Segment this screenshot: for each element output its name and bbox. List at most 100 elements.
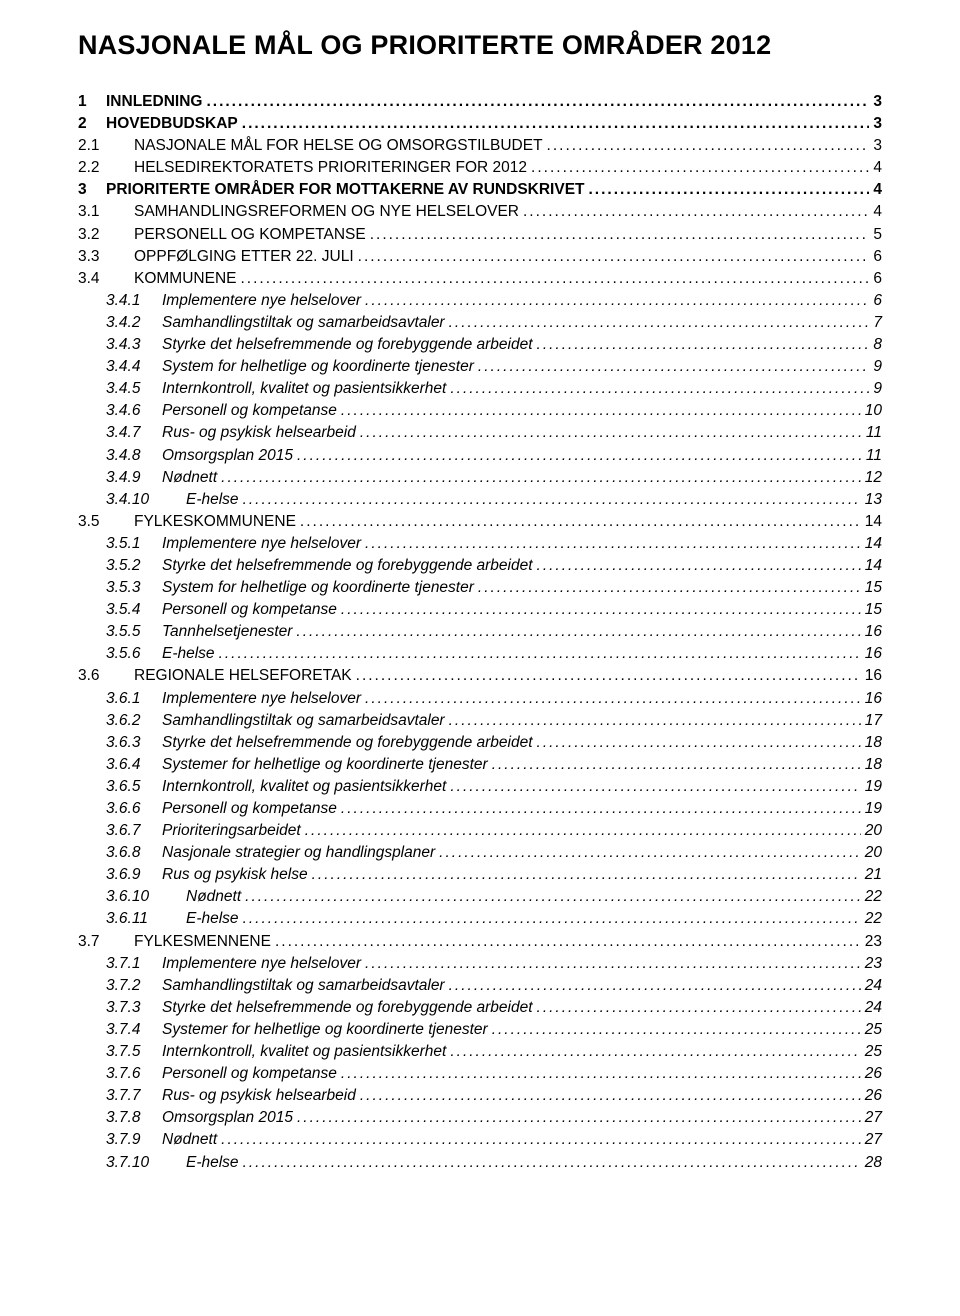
toc-entry[interactable]: 3.6.2Samhandlingstiltak og samarbeidsavt…: [78, 710, 882, 732]
toc-entry[interactable]: 3.5.5Tannhelsetjenester 16: [78, 621, 882, 643]
toc-entry[interactable]: 3.7.1Implementere nye helselover 23: [78, 953, 882, 975]
toc-entry[interactable]: 3.6.11E-helse 22: [78, 908, 882, 930]
toc-entry-page: 24: [865, 975, 882, 997]
toc-entry-number: 3.7.6: [106, 1063, 162, 1085]
toc-entry-number: 3.6.6: [106, 798, 162, 820]
toc-entry-number: 1: [78, 91, 106, 113]
toc-entry[interactable]: 3.4.4System for helhetlige og koordinert…: [78, 356, 882, 378]
toc-leader-dots: [370, 224, 870, 246]
toc-entry-number: 3.7.4: [106, 1019, 162, 1041]
toc-entry[interactable]: 3.4.10E-helse 13: [78, 489, 882, 511]
toc-entry[interactable]: 3.7.6Personell og kompetanse 26: [78, 1063, 882, 1085]
toc-entry-label: Omsorgsplan 2015: [162, 445, 293, 467]
toc-entry-label: Nødnett: [162, 1129, 217, 1151]
toc-entry-label: Internkontroll, kvalitet og pasientsikke…: [162, 1041, 446, 1063]
toc-entry[interactable]: 3.5.3System for helhetlige og koordinert…: [78, 577, 882, 599]
toc-entry-label: Implementere nye helselover: [162, 953, 361, 975]
toc-entry-number: 3.6: [78, 665, 134, 687]
toc-entry[interactable]: 3.3OPPFØLGING ETTER 22. JULI 6: [78, 246, 882, 268]
toc-entry[interactable]: 3.4.2Samhandlingstiltak og samarbeidsavt…: [78, 312, 882, 334]
toc-entry-number: 3.5.5: [106, 621, 162, 643]
toc-entry-number: 3.6.3: [106, 732, 162, 754]
toc-entry[interactable]: 3.6.9Rus og psykisk helse 21: [78, 864, 882, 886]
toc-entry[interactable]: 3.4.1Implementere nye helselover 6: [78, 290, 882, 312]
toc-entry[interactable]: 3.1SAMHANDLINGSREFORMEN OG NYE HELSELOVE…: [78, 201, 882, 223]
toc-entry-label: Styrke det helsefremmende og forebyggend…: [162, 997, 533, 1019]
toc-entry[interactable]: 2.2HELSEDIREKTORATETS PRIORITERINGER FOR…: [78, 157, 882, 179]
toc-entry[interactable]: 3.7.8Omsorgsplan 2015 27: [78, 1107, 882, 1129]
toc-entry-number: 3.7.1: [106, 953, 162, 975]
toc-entry-label: NASJONALE MÅL FOR HELSE OG OMSORGSTILBUD…: [134, 135, 543, 157]
toc-entry-number: 3.7.3: [106, 997, 162, 1019]
toc-entry-label: Implementere nye helselover: [162, 688, 361, 710]
toc-entry-page: 14: [865, 511, 882, 533]
toc-entry-page: 6: [873, 290, 882, 312]
toc-entry[interactable]: 3.4.3Styrke det helsefremmende og foreby…: [78, 334, 882, 356]
toc-entry-label: Personell og kompetanse: [162, 798, 337, 820]
toc-leader-dots: [589, 179, 870, 201]
toc-entry-label: E-helse: [186, 489, 239, 511]
toc-entry[interactable]: 3.5.2Styrke det helsefremmende og foreby…: [78, 555, 882, 577]
toc-entry[interactable]: 3.5.1Implementere nye helselover 14: [78, 533, 882, 555]
toc-leader-dots: [341, 599, 861, 621]
toc-entry-label: Styrke det helsefremmende og forebyggend…: [162, 732, 533, 754]
toc-entry-number: 3.6.10: [106, 886, 186, 908]
toc-entry-page: 12: [865, 467, 882, 489]
toc-entry[interactable]: 3.7.10E-helse 28: [78, 1152, 882, 1174]
toc-entry[interactable]: 3.5FYLKESKOMMUNENE 14: [78, 511, 882, 533]
toc-entry-number: 3.6.1: [106, 688, 162, 710]
toc-entry[interactable]: 3.7.4Systemer for helhetlige og koordine…: [78, 1019, 882, 1041]
toc-entry-number: 3.3: [78, 246, 134, 268]
toc-entry[interactable]: 3.5.4Personell og kompetanse 15: [78, 599, 882, 621]
toc-entry[interactable]: 3.6.4Systemer for helhetlige og koordine…: [78, 754, 882, 776]
toc-leader-dots: [450, 378, 869, 400]
toc-entry-label: Personell og kompetanse: [162, 1063, 337, 1085]
toc-entry[interactable]: 3.7.7Rus- og psykisk helsearbeid 26: [78, 1085, 882, 1107]
toc-entry-page: 10: [865, 400, 882, 422]
toc-entry[interactable]: 3.7.2Samhandlingstiltak og samarbeidsavt…: [78, 975, 882, 997]
toc-entry[interactable]: 3.7.5Internkontroll, kvalitet og pasient…: [78, 1041, 882, 1063]
toc-entry[interactable]: 2.1NASJONALE MÅL FOR HELSE OG OMSORGSTIL…: [78, 135, 882, 157]
toc-entry-label: Implementere nye helselover: [162, 290, 361, 312]
toc-entry[interactable]: 3.7.3Styrke det helsefremmende og foreby…: [78, 997, 882, 1019]
toc-entry-page: 24: [865, 997, 882, 1019]
toc-entry[interactable]: 3PRIORITERTE OMRÅDER FOR MOTTAKERNE AV R…: [78, 179, 882, 201]
toc-entry[interactable]: 3.6.8Nasjonale strategier og handlingspl…: [78, 842, 882, 864]
toc-entry[interactable]: 3.6REGIONALE HELSEFORETAK 16: [78, 665, 882, 687]
toc-entry[interactable]: 3.4.8Omsorgsplan 2015 11: [78, 445, 882, 467]
toc-entry[interactable]: 3.6.7Prioriteringsarbeidet 20: [78, 820, 882, 842]
toc-entry-number: 3.7.8: [106, 1107, 162, 1129]
toc-entry[interactable]: 3.4.9Nødnett 12: [78, 467, 882, 489]
toc-entry-page: 27: [865, 1107, 882, 1129]
toc-leader-dots: [360, 1085, 861, 1107]
toc-entry[interactable]: 3.2PERSONELL OG KOMPETANSE 5: [78, 224, 882, 246]
toc-entry-number: 3.4.3: [106, 334, 162, 356]
toc-entry[interactable]: 3.7.9Nødnett 27: [78, 1129, 882, 1151]
toc-leader-dots: [312, 864, 861, 886]
toc-entry-label: FYLKESKOMMUNENE: [134, 511, 296, 533]
toc-entry[interactable]: 3.4KOMMUNENE 6: [78, 268, 882, 290]
toc-entry-label: Prioriteringsarbeidet: [162, 820, 301, 842]
toc-entry[interactable]: 3.7FYLKESMENNENE 23: [78, 931, 882, 953]
toc-entry[interactable]: 3.6.10Nødnett 22: [78, 886, 882, 908]
toc-entry[interactable]: 1INNLEDNING 3: [78, 91, 882, 113]
toc-entry[interactable]: 3.4.5Internkontroll, kvalitet og pasient…: [78, 378, 882, 400]
toc-entry[interactable]: 3.5.6E-helse 16: [78, 643, 882, 665]
toc-leader-dots: [341, 400, 861, 422]
toc-entry-number: 3.4.9: [106, 467, 162, 489]
toc-entry[interactable]: 3.6.5Internkontroll, kvalitet og pasient…: [78, 776, 882, 798]
toc-entry-label: Implementere nye helselover: [162, 533, 361, 555]
toc-entry[interactable]: 3.4.7Rus- og psykisk helsearbeid 11: [78, 422, 882, 444]
toc-leader-dots: [531, 157, 869, 179]
toc-entry[interactable]: 3.6.1Implementere nye helselover 16: [78, 688, 882, 710]
toc-entry-number: 3.4.1: [106, 290, 162, 312]
toc-entry[interactable]: 3.6.3Styrke det helsefremmende og foreby…: [78, 732, 882, 754]
toc-leader-dots: [242, 113, 870, 135]
toc-entry-page: 8: [873, 334, 882, 356]
toc-entry[interactable]: 2HOVEDBUDSKAP 3: [78, 113, 882, 135]
toc-entry-number: 3.7: [78, 931, 134, 953]
toc-entry-page: 25: [865, 1041, 882, 1063]
toc-entry-label: HELSEDIREKTORATETS PRIORITERINGER FOR 20…: [134, 157, 527, 179]
toc-entry[interactable]: 3.4.6Personell og kompetanse 10: [78, 400, 882, 422]
toc-entry[interactable]: 3.6.6Personell og kompetanse 19: [78, 798, 882, 820]
